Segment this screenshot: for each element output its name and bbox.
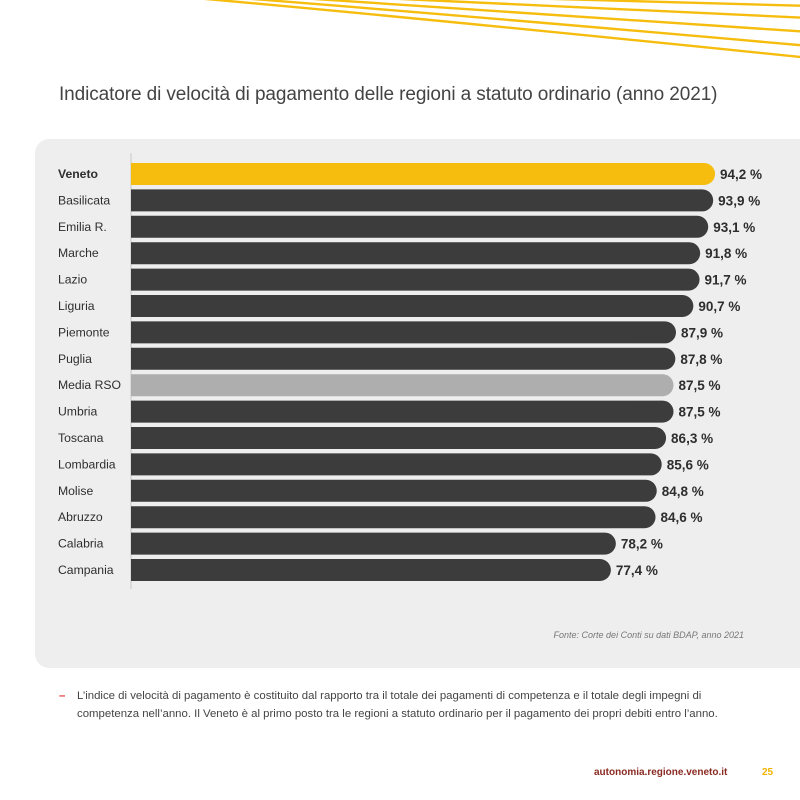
bar-toscana — [131, 427, 667, 449]
decorative-arc — [545, 0, 800, 7]
bar-basilicata — [131, 189, 714, 212]
value-label: 77,4 % — [616, 563, 658, 578]
category-label: Marche — [58, 246, 99, 260]
value-label: 87,5 % — [679, 378, 721, 393]
bar-lazio — [131, 268, 700, 291]
value-label: 78,2 % — [621, 537, 663, 552]
decorative-arcs — [203, 0, 800, 59]
decorative-arc — [250, 0, 800, 47]
category-label: Media RSO — [58, 378, 121, 392]
category-label: Liguria — [58, 299, 95, 313]
value-label: 91,8 % — [705, 246, 747, 261]
decorative-arc — [396, 0, 800, 19]
value-label: 87,8 % — [680, 352, 722, 367]
value-label: 94,2 % — [720, 167, 762, 182]
chart-title: Indicatore di velocità di pagamento dell… — [59, 84, 718, 105]
bar-lombardia — [131, 453, 662, 476]
value-label: 84,8 % — [662, 484, 704, 499]
bar-media-rso — [131, 374, 674, 397]
bar-marche — [131, 242, 701, 265]
category-label: Puglia — [58, 352, 92, 366]
value-label: 85,6 % — [667, 457, 709, 472]
category-label: Lazio — [58, 273, 87, 287]
value-label: 90,7 % — [698, 299, 740, 314]
value-label: 87,9 % — [681, 325, 723, 340]
bar-calabria — [131, 532, 616, 555]
value-label: 86,3 % — [671, 431, 713, 446]
category-label: Toscana — [58, 431, 104, 445]
decorative-arc — [312, 0, 800, 33]
value-label: 87,5 % — [679, 405, 721, 420]
category-label: Piemonte — [58, 325, 110, 339]
category-label: Veneto — [58, 167, 98, 181]
bar-abruzzo — [131, 506, 656, 529]
value-label: 93,1 % — [713, 220, 755, 235]
website-link[interactable]: autonomia.regione.veneto.it — [594, 767, 728, 778]
footnote-text: L’indice di velocità di pagamento è cost… — [77, 690, 718, 720]
value-label: 84,6 % — [661, 510, 703, 525]
source-note: Fonte: Corte dei Conti su dati BDAP, ann… — [553, 630, 744, 640]
category-label: Calabria — [58, 537, 104, 551]
category-label: Molise — [58, 484, 93, 498]
bar-molise — [131, 479, 657, 502]
value-label: 91,7 % — [705, 273, 747, 288]
category-label: Abruzzo — [58, 510, 103, 524]
decorative-arc — [203, 0, 800, 59]
bar-umbria — [131, 400, 674, 423]
category-label: Emilia R. — [58, 220, 107, 234]
footnote: – L’indice di velocità di pagamento è co… — [59, 687, 759, 723]
value-label: 93,9 % — [718, 193, 760, 208]
page-number: 25 — [762, 767, 774, 778]
bar-emilia-r — [131, 215, 709, 238]
bar-liguria — [131, 295, 694, 317]
category-label: Umbria — [58, 405, 97, 419]
category-label: Campania — [58, 563, 114, 577]
bar-campania — [131, 559, 611, 581]
footnote-marker: – — [59, 690, 66, 702]
category-label: Basilicata — [58, 193, 110, 207]
bar-piemonte — [131, 321, 676, 344]
bar-puglia — [131, 347, 676, 370]
bar-veneto — [131, 163, 716, 185]
category-label: Lombardia — [58, 457, 116, 471]
